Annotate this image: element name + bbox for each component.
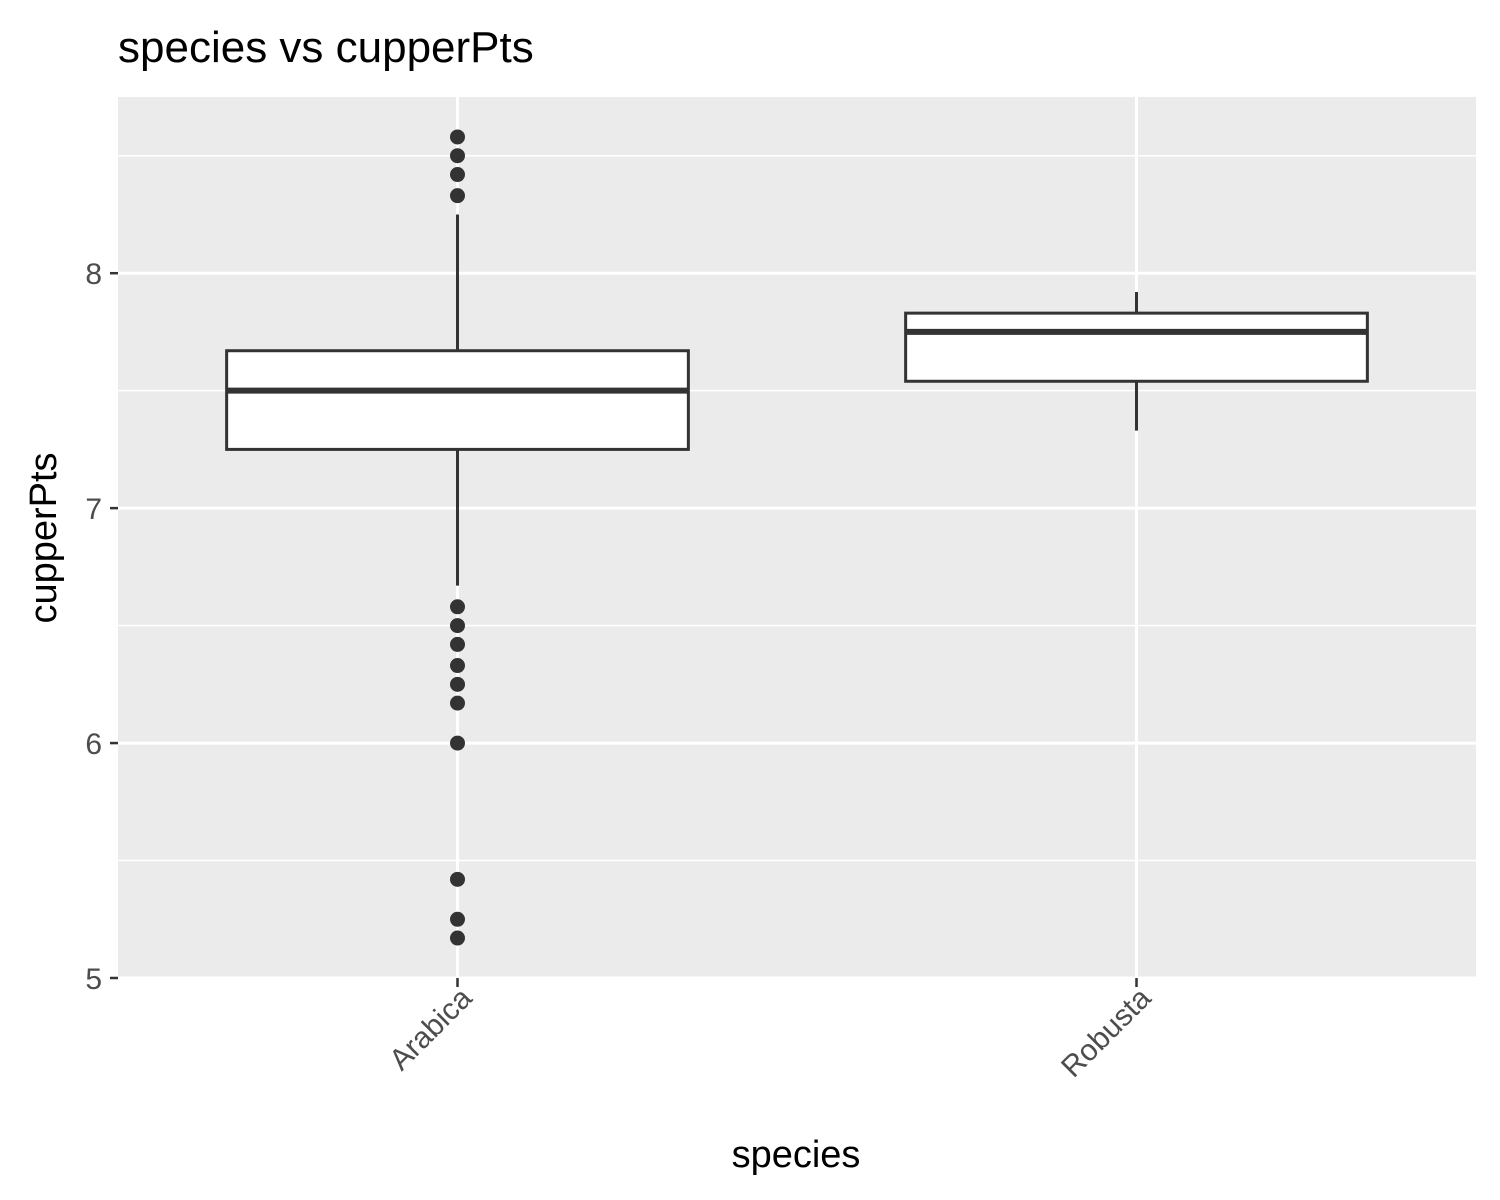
box-arabica xyxy=(225,129,690,946)
outlier-point xyxy=(450,911,465,927)
outlier-point xyxy=(450,188,465,204)
y-tick-label: 6 xyxy=(85,728,102,761)
outlier-point xyxy=(450,618,465,634)
y-axis: 5 6 7 8 xyxy=(85,258,118,996)
iqr-box xyxy=(904,311,1369,383)
plot-panel xyxy=(118,97,1476,978)
outlier-point xyxy=(450,735,465,751)
outlier-point xyxy=(450,167,465,183)
boxes-layer xyxy=(225,129,1369,946)
chart-title: species vs cupperPts xyxy=(118,23,534,72)
y-tick-label: 5 xyxy=(85,963,102,996)
outlier-point xyxy=(450,148,465,164)
y-tick-label: 8 xyxy=(85,258,102,291)
outlier-point xyxy=(450,695,465,711)
box-robusta xyxy=(904,291,1369,431)
outlier-point xyxy=(450,658,465,674)
iqr-box xyxy=(225,349,690,451)
outlier-point xyxy=(450,129,465,145)
outlier-point xyxy=(450,599,465,615)
y-axis-title: cupperPts xyxy=(23,452,65,623)
outlier-point xyxy=(450,871,465,887)
outlier-point xyxy=(450,676,465,692)
outlier-point xyxy=(450,930,465,946)
x-axis-title: species xyxy=(732,1134,861,1176)
y-tick-label: 7 xyxy=(85,493,102,526)
outlier-point xyxy=(450,636,465,652)
